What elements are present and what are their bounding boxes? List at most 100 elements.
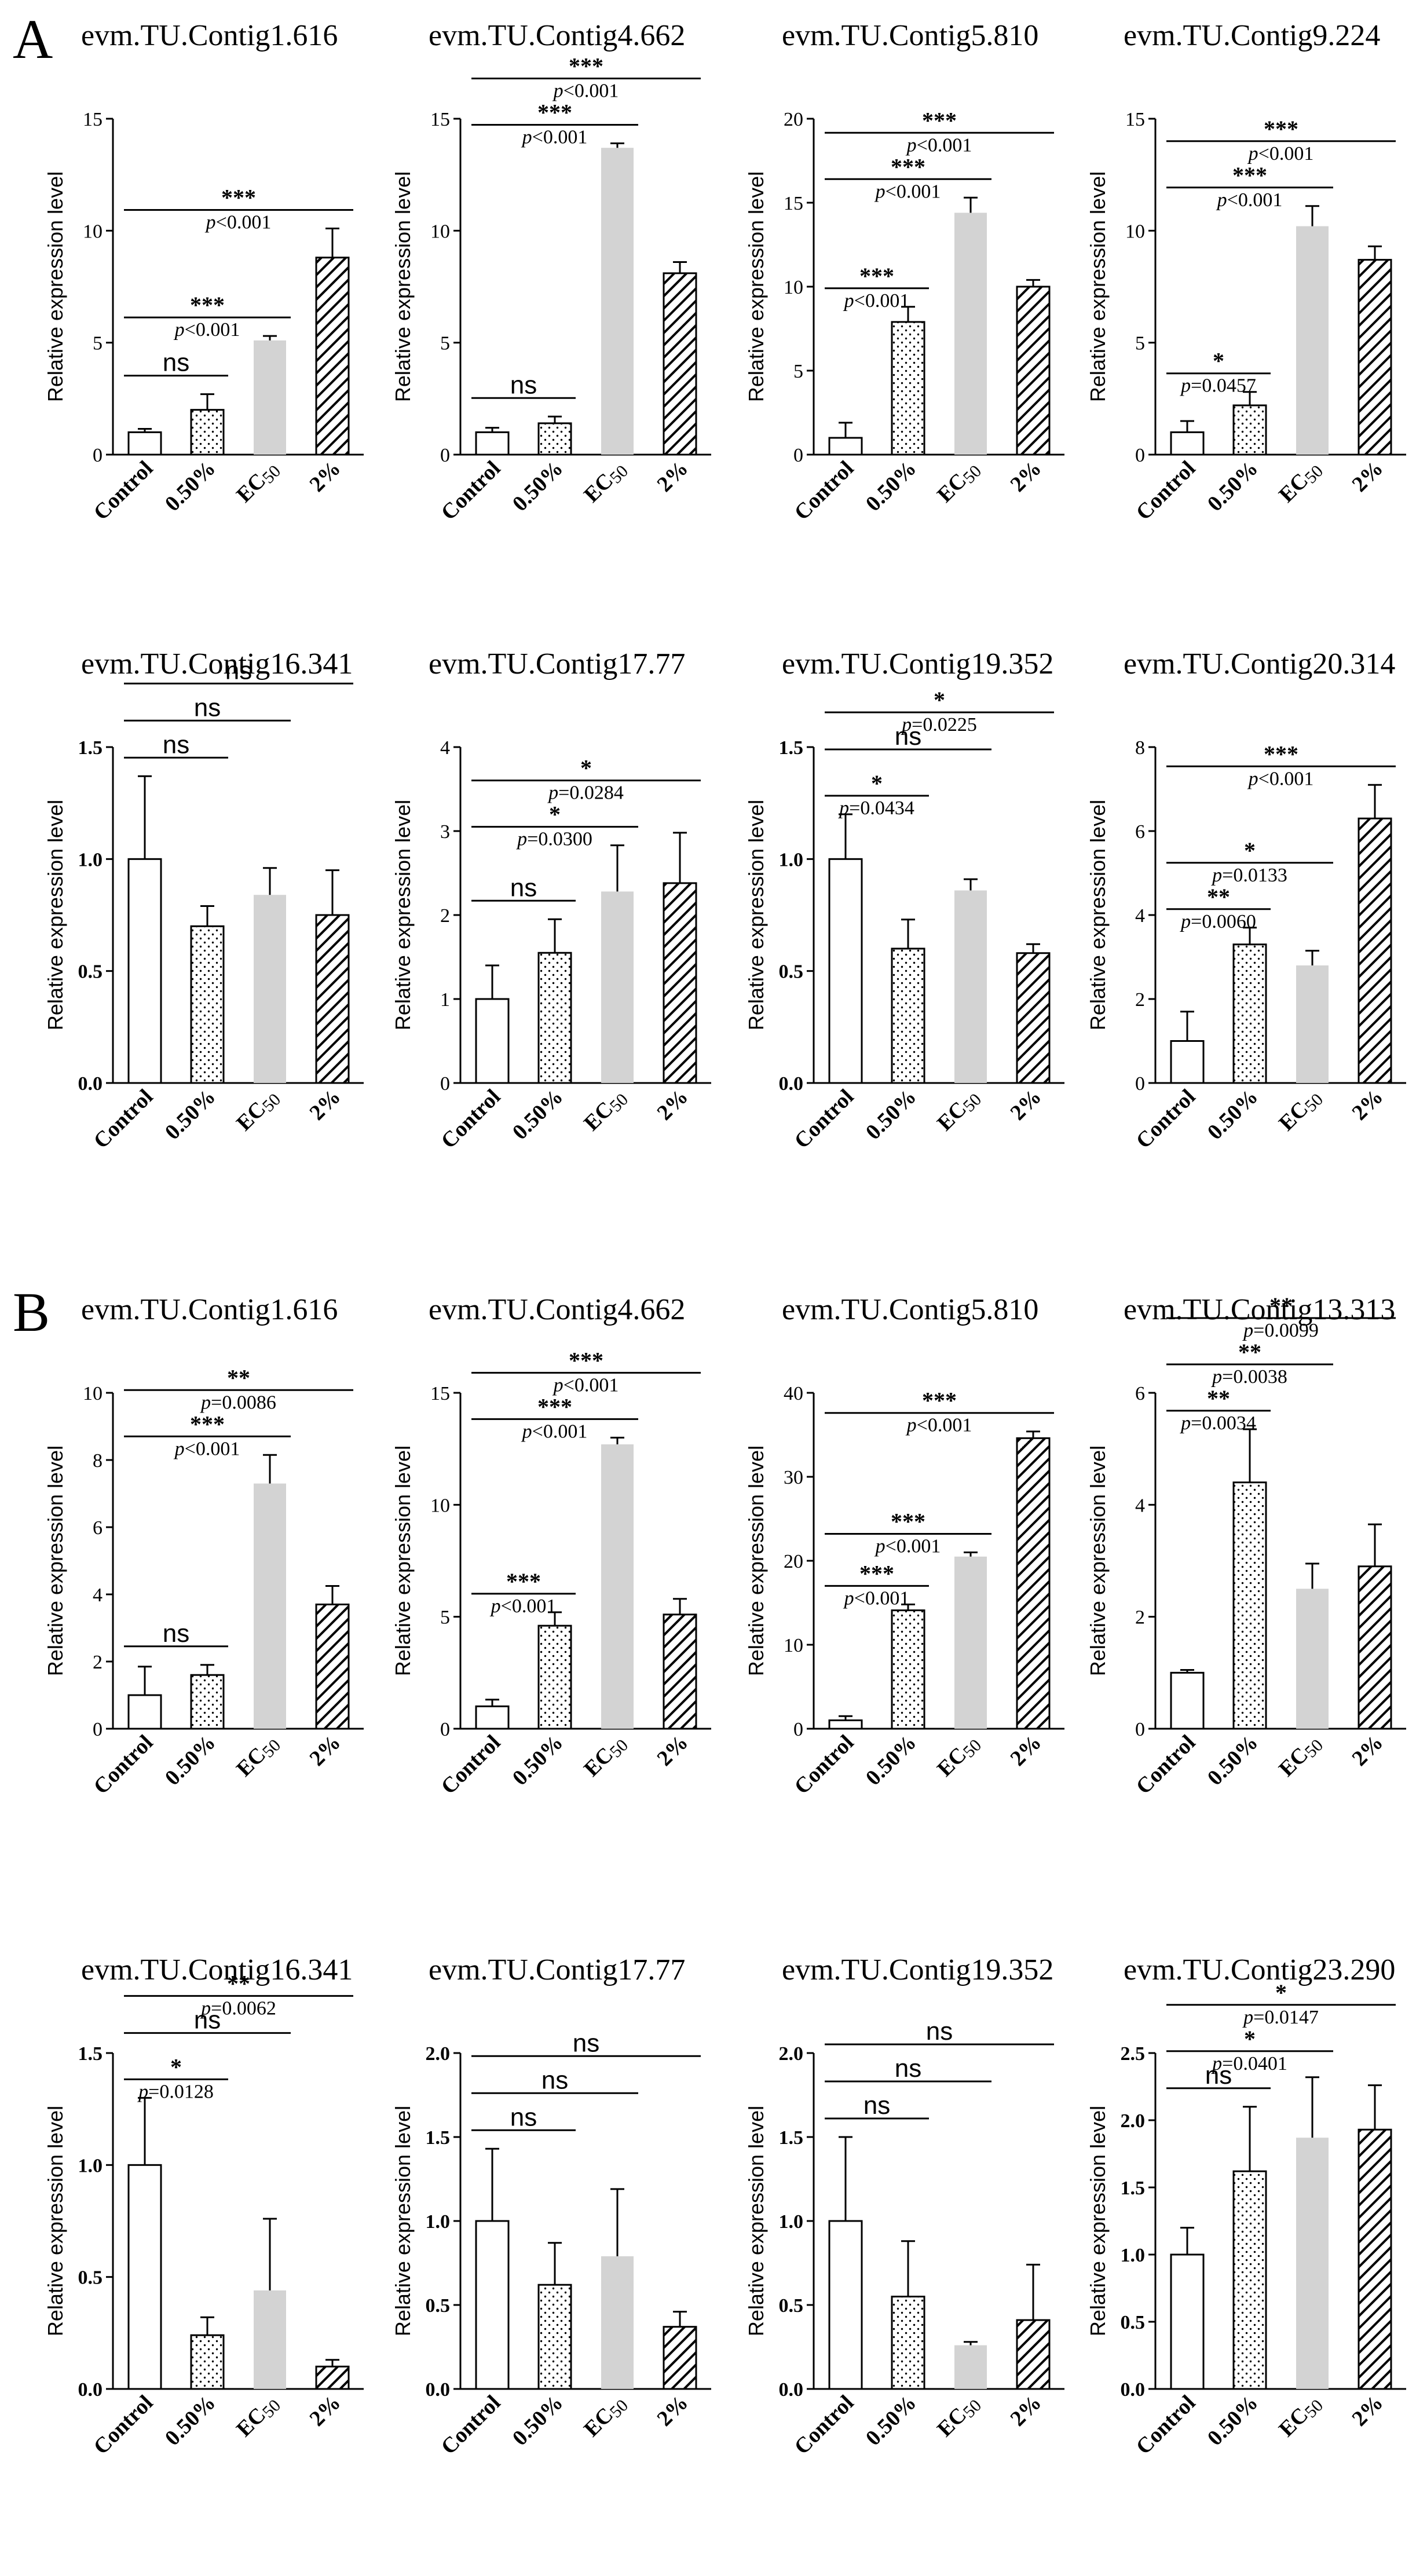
significance-label: ns <box>510 371 537 399</box>
chart-b-7: evm.TU.Contig19.352 Relative expression l… <box>744 1953 1064 2459</box>
chart-a-6: evm.TU.Contig17.77 Relative expression le… <box>391 647 711 1153</box>
significance-annotation: p<0.001*** <box>471 1393 638 1442</box>
significance-label: *** <box>891 153 925 180</box>
y-tick-label: 2.5 <box>1121 2043 1146 2065</box>
y-axis-label: Relative expression level <box>744 1446 768 1676</box>
y-tick-label: 1 <box>440 989 450 1011</box>
chart-title: evm.TU.Contig16.341 <box>81 1953 353 1986</box>
x-tick-label: 0.50% <box>160 1730 221 1791</box>
bar-ec50 <box>254 340 286 455</box>
y-tick-label: 8 <box>93 1450 103 1472</box>
significance-label: * <box>580 755 592 781</box>
x-tick-label: EC50 <box>232 456 284 509</box>
y-tick-label: 2 <box>440 905 450 927</box>
x-tick-label: 2% <box>652 456 693 497</box>
p-value-label: p=0.0434 <box>838 797 914 819</box>
significance-label: ns <box>163 349 189 377</box>
chart-title: evm.TU.Contig9.224 <box>1124 19 1380 52</box>
p-value-label: p=0.0225 <box>901 714 977 736</box>
x-tick-label: 2% <box>652 1085 693 1125</box>
bar-050 <box>537 1624 572 1730</box>
y-axis-label: Relative expression level <box>43 1446 67 1676</box>
x-tick-label: 0.50% <box>160 1085 221 1145</box>
p-value-label: p<0.001 <box>875 1536 941 1557</box>
x-tick-label: Control <box>790 1085 859 1154</box>
significance-annotation: p=0.0225* <box>825 687 1054 736</box>
bar-ec50 <box>601 148 634 455</box>
p-value-label: p=0.0038 <box>1211 1366 1287 1388</box>
y-axis-label: Relative expression level <box>744 171 768 402</box>
bar-ec50 <box>1296 1589 1329 1729</box>
significance-label: ** <box>227 1364 250 1391</box>
bar-ec50 <box>601 2256 634 2389</box>
chart-a-4: evm.TU.Contig9.224 Relative expression le… <box>1086 19 1406 525</box>
bar-2pct <box>1016 1437 1051 1730</box>
significance-annotation: p<0.001*** <box>825 1388 1054 1436</box>
x-tick-label: 2% <box>305 456 345 497</box>
p-value-label: p<0.001 <box>843 1587 910 1609</box>
p-value-label: p=0.0133 <box>1211 865 1287 886</box>
y-tick-label: 0.0 <box>1121 2379 1146 2401</box>
p-value-label: p<0.001 <box>521 127 588 148</box>
chart-b-3: evm.TU.Contig5.810 Relative expression le… <box>744 1293 1064 1799</box>
bar-control <box>1170 1040 1205 1084</box>
p-value-label: p=0.0401 <box>1211 2053 1287 2074</box>
p-value-label: p<0.001 <box>174 1438 240 1459</box>
significance-label: ns <box>510 873 537 902</box>
bar-ec50 <box>1296 2138 1329 2389</box>
x-tick-label: 2% <box>305 1730 345 1771</box>
y-tick-label: 10 <box>784 1635 803 1656</box>
bar-2pct <box>1358 817 1392 1084</box>
significance-label: ns <box>863 2091 890 2120</box>
y-tick-label: 10 <box>83 1383 103 1404</box>
p-value-label: p=0.0457 <box>1180 375 1256 397</box>
p-value-label: p<0.001 <box>875 181 941 202</box>
x-tick-label: Control <box>1132 456 1201 525</box>
y-tick-label: 0 <box>93 1719 103 1740</box>
x-tick-label: EC50 <box>232 2391 284 2443</box>
y-tick-label: 1.5 <box>779 2127 804 2149</box>
bar-2pct <box>315 2365 350 2390</box>
y-tick-label: 2.0 <box>1121 2110 1146 2132</box>
chart-a-2: evm.TU.Contig4.662 Relative expression le… <box>391 19 711 525</box>
y-tick-label: 1.5 <box>779 737 804 759</box>
p-value-label: p=0.0086 <box>200 1392 276 1413</box>
y-tick-label: 10 <box>784 277 803 298</box>
panel-label-a: A <box>13 8 53 70</box>
chart-title: evm.TU.Contig19.352 <box>782 1953 1053 1986</box>
y-tick-label: 5 <box>93 333 103 354</box>
significance-label: * <box>170 2054 182 2080</box>
significance-annotation: ns <box>124 656 353 685</box>
x-tick-label: 0.50% <box>508 1730 568 1791</box>
charts-container: evm.TU.Contig1.616 Relative expression le… <box>43 19 1406 2459</box>
y-tick-label: 1.5 <box>1121 2178 1146 2199</box>
significance-annotation: p=0.0457* <box>1166 348 1271 397</box>
x-tick-label: 2% <box>1005 456 1046 497</box>
x-tick-label: 2% <box>1347 1085 1388 1125</box>
y-tick-label: 8 <box>1135 737 1145 759</box>
y-axis-label: Relative expression level <box>391 800 415 1030</box>
bar-control <box>127 858 162 1084</box>
p-value-label: p<0.001 <box>1247 143 1314 164</box>
y-tick-label: 2 <box>1135 1607 1145 1629</box>
bar-2pct <box>663 1613 697 1730</box>
significance-annotation: p=0.0099** <box>1166 1293 1396 1341</box>
y-tick-label: 6 <box>93 1517 103 1539</box>
y-tick-label: 0.0 <box>779 2379 804 2401</box>
y-tick-label: 1.0 <box>78 2155 103 2176</box>
y-tick-label: 10 <box>430 221 450 242</box>
bar-050 <box>1232 943 1267 1084</box>
significance-annotation: ns <box>1166 2061 1271 2090</box>
bar-ec50 <box>254 1483 286 1729</box>
chart-title: evm.TU.Contig13.313 <box>1124 1293 1395 1326</box>
bar-ec50 <box>954 1556 987 1729</box>
y-tick-label: 1.0 <box>426 2211 451 2233</box>
p-value-label: p<0.001 <box>906 134 972 156</box>
significance-label: *** <box>190 292 225 318</box>
significance-annotation: ns <box>471 2103 576 2131</box>
bar-2pct <box>663 882 697 1084</box>
x-tick-label: 0.50% <box>1203 456 1263 517</box>
y-tick-label: 3 <box>440 821 450 843</box>
significance-label: ns <box>194 693 221 722</box>
